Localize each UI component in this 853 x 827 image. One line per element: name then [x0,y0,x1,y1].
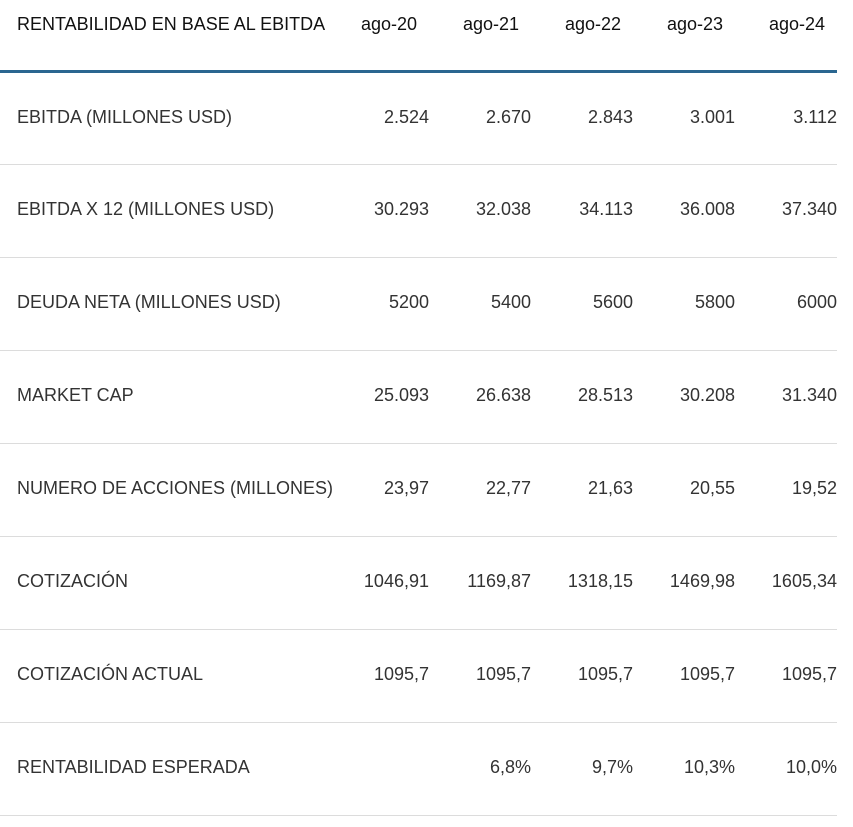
header-row: RENTABILIDAD EN BASE AL EBITDA ago-20 ag… [0,0,837,73]
row-label: COTIZACIÓN ACTUAL [0,629,327,723]
cell-value: 5400 [429,257,531,351]
cell-value: 5600 [531,257,633,351]
cell-value: 30.208 [633,350,735,444]
cell-value: 21,63 [531,443,633,537]
cell-value: 1095,7 [735,629,837,723]
cell-value: 28.513 [531,350,633,444]
cell-value: 30.293 [327,164,429,258]
cell-value: 5800 [633,257,735,351]
cell-value: 6000 [735,257,837,351]
cell-value: 6,8% [429,722,531,816]
cell-value: 10,0% [735,722,837,816]
column-header: ago-22 [531,0,633,73]
cell-value: 2.670 [429,71,531,165]
cell-value: 10,3% [633,722,735,816]
cell-value: 34.113 [531,164,633,258]
cell-value: 22,77 [429,443,531,537]
table-row: COTIZACIÓN ACTUAL 1095,7 1095,7 1095,7 1095,… [0,629,837,723]
column-header: ago-21 [429,0,531,73]
cell-value: 37.340 [735,164,837,258]
cell-value: 36.008 [633,164,735,258]
table-row: DEUDA NETA (MILLONES USD) 5200 5400 5600 580… [0,257,837,351]
cell-value: 1095,7 [327,629,429,723]
cell-value: 3.001 [633,71,735,165]
cell-value: 1318,15 [531,536,633,630]
cell-value: 31.340 [735,350,837,444]
row-label: NUMERO DE ACCIONES (MILLONES) [0,443,333,537]
column-header: ago-23 [633,0,735,73]
cell-value: 26.638 [429,350,531,444]
table-row: RENTABILIDAD ESPERADA 6,8% 9,7% 10,3% 10,0% [0,722,837,816]
row-label: EBITDA X 12 (MILLONES USD) [0,164,327,258]
row-label: EBITDA (MILLONES USD) [0,71,327,165]
cell-value: 1169,87 [429,536,531,630]
cell-value: 20,55 [633,443,735,537]
cell-value: 9,7% [531,722,633,816]
table-title: RENTABILIDAD EN BASE AL EBITDA [0,0,327,73]
row-label: COTIZACIÓN [0,536,327,630]
cell-value [327,722,429,816]
row-label: MARKET CAP [0,350,327,444]
cell-value: 19,52 [735,443,837,537]
ebitda-table: RENTABILIDAD EN BASE AL EBITDA ago-20 ag… [0,0,837,816]
cell-value: 2.524 [327,71,429,165]
column-header: ago-20 [327,0,429,73]
cell-value: 3.112 [735,71,837,165]
table-row: MARKET CAP 25.093 26.638 28.513 30.208 31.340 [0,350,837,444]
table-row: NUMERO DE ACCIONES (MILLONES) 23,97 22,77 2… [0,443,837,537]
cell-value: 1469,98 [633,536,735,630]
cell-value: 1095,7 [531,629,633,723]
cell-value: 2.843 [531,71,633,165]
cell-value: 1095,7 [633,629,735,723]
cell-value: 23,97 [327,443,429,537]
row-label: DEUDA NETA (MILLONES USD) [0,257,327,351]
column-header: ago-24 [735,0,837,73]
cell-value: 1605,34 [735,536,837,630]
cell-value: 5200 [327,257,429,351]
cell-value: 25.093 [327,350,429,444]
table-row: EBITDA X 12 (MILLONES USD) 30.293 32.038 34… [0,164,837,258]
table-row: EBITDA (MILLONES USD) 2.524 2.670 2.843 3.00… [0,71,837,165]
cell-value: 32.038 [429,164,531,258]
row-label: RENTABILIDAD ESPERADA [0,722,327,816]
table-row: COTIZACIÓN 1046,91 1169,87 1318,15 1469,98 16… [0,536,837,630]
cell-value: 1046,91 [327,536,429,630]
cell-value: 1095,7 [429,629,531,723]
